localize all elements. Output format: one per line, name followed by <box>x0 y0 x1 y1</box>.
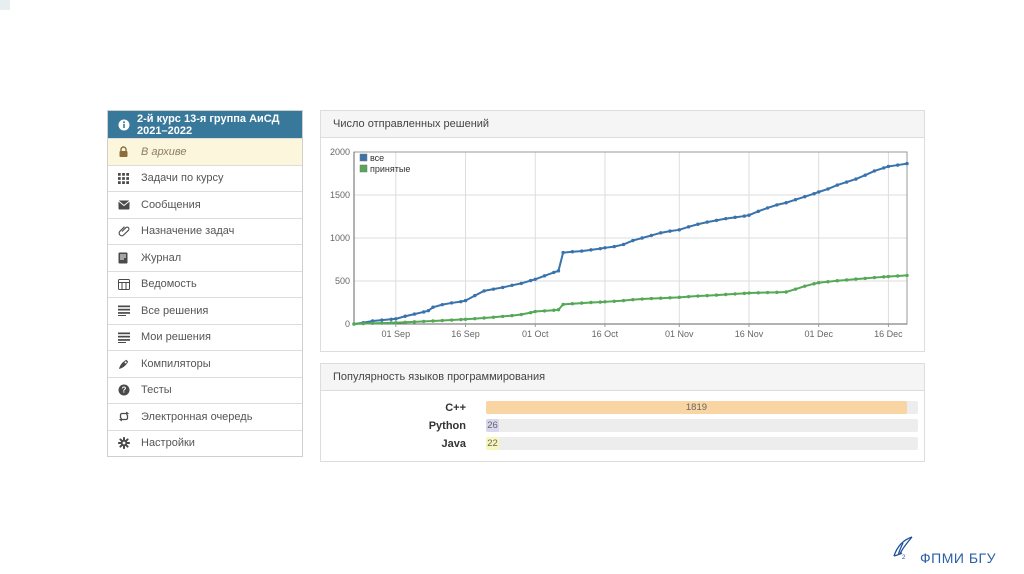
language-bar-track: 22 <box>486 437 918 450</box>
sidebar-item-compilers[interactable]: Компиляторы <box>108 350 302 377</box>
list-icon <box>118 305 134 317</box>
language-bar-value: 26 <box>487 420 498 431</box>
svg-text:01 Oct: 01 Oct <box>522 329 549 339</box>
gear-icon <box>118 437 134 450</box>
sidebar-header-label: 2-й курс 13-я группа АиСД 2021–2022 <box>137 112 280 137</box>
table-icon <box>118 278 134 290</box>
fpmi-bsu-logo: 2 ФПМИ БГУ <box>890 535 996 566</box>
sidebar-item-label: Ведомость <box>141 278 197 291</box>
sidebar-header: 2-й курс 13-я группа АиСД 2021–2022 <box>108 111 302 138</box>
quill-icon: 2 <box>890 535 916 566</box>
svg-text:0: 0 <box>345 319 350 329</box>
repeat-icon <box>118 411 134 422</box>
course-sidebar: 2-й курс 13-я группа АиСД 2021–2022 В ар… <box>107 110 303 457</box>
svg-text:2000: 2000 <box>330 147 350 157</box>
svg-text:1500: 1500 <box>330 190 350 200</box>
question-circle-icon: ? <box>118 384 134 396</box>
sidebar-item-label: Настройки <box>141 437 195 450</box>
language-bar-row: Python 26 <box>329 419 918 432</box>
languages-panel: Популярность языков программирования C++… <box>320 363 925 462</box>
sidebar-item-all-solutions[interactable]: Все решения <box>108 297 302 324</box>
svg-text:16 Sep: 16 Sep <box>451 329 480 339</box>
svg-text:2: 2 <box>902 555 906 561</box>
rocket-icon <box>118 358 134 370</box>
lock-icon <box>118 146 134 158</box>
grid-icon <box>118 172 134 184</box>
info-circle-icon <box>118 119 130 131</box>
envelope-icon <box>118 200 134 210</box>
sidebar-item-archive[interactable]: В архиве <box>108 138 302 165</box>
language-label: Python <box>428 419 466 432</box>
sidebar-item-label: Сообщения <box>141 198 201 211</box>
languages-panel-body: C++ 1819 Python 26 Java <box>321 391 924 450</box>
submissions-panel: Число отправленных решений 0 500 1000 1500 2… <box>320 110 925 352</box>
sidebar-item-tasks[interactable]: Задачи по курсу <box>108 164 302 191</box>
sidebar-item-label: Электронная очередь <box>141 410 253 423</box>
sidebar-item-messages[interactable]: Сообщения <box>108 191 302 218</box>
sidebar-item-label: Назначение задач <box>141 225 235 238</box>
languages-panel-title: Популярность языков программирования <box>321 364 924 391</box>
sidebar-item-label: Мои решения <box>141 331 211 344</box>
sidebar-item-journal[interactable]: Журнал <box>108 244 302 271</box>
svg-text:01 Sep: 01 Sep <box>382 329 411 339</box>
corner-mark <box>0 0 10 10</box>
svg-text:?: ? <box>122 386 127 395</box>
sidebar-item-label: Тесты <box>141 384 172 397</box>
sidebar-item-my-solutions[interactable]: Мои решения <box>108 323 302 350</box>
language-bar: 22 <box>486 437 499 450</box>
language-bar-row: C++ 1819 <box>329 401 918 414</box>
list-icon <box>118 332 134 343</box>
paperclip-icon <box>118 225 134 237</box>
sidebar-item-label: Все решения <box>141 304 209 317</box>
svg-text:16 Oct: 16 Oct <box>592 329 619 339</box>
svg-text:16 Nov: 16 Nov <box>735 329 764 339</box>
journal-icon <box>118 252 134 264</box>
sidebar-item-label: Задачи по курсу <box>141 172 224 185</box>
svg-text:01 Nov: 01 Nov <box>665 329 694 339</box>
svg-text:01 Dec: 01 Dec <box>804 329 833 339</box>
sidebar-item-settings[interactable]: Настройки <box>108 429 302 456</box>
logo-text: ФПМИ БГУ <box>920 550 996 566</box>
language-label: Java <box>441 437 466 450</box>
language-bar-value: 1819 <box>685 402 708 413</box>
sidebar-item-label: Журнал <box>141 251 182 264</box>
submissions-panel-title: Число отправленных решений <box>321 111 924 138</box>
language-bar-track: 1819 <box>486 401 918 414</box>
sidebar-item-tests[interactable]: ? Тесты <box>108 376 302 403</box>
sidebar-item-queue[interactable]: Электронная очередь <box>108 403 302 430</box>
submissions-panel-body: 0 500 1000 1500 2000 01 Sep 16 Sep 01 Oct 16 Oct… <box>321 139 924 351</box>
svg-text:принятые: принятые <box>370 164 410 174</box>
sidebar-item-gradebook[interactable]: Ведомость <box>108 270 302 297</box>
sidebar-item-label: Компиляторы <box>141 357 211 370</box>
svg-text:500: 500 <box>335 276 350 286</box>
svg-text:1000: 1000 <box>330 233 350 243</box>
language-bar-value: 22 <box>487 438 498 449</box>
language-bar-row: Java 22 <box>329 437 918 450</box>
svg-text:все: все <box>370 153 384 163</box>
language-bar: 1819 <box>486 401 907 414</box>
svg-text:16 Dec: 16 Dec <box>874 329 903 339</box>
language-bar: 26 <box>486 419 499 432</box>
submissions-chart: 0 500 1000 1500 2000 01 Sep 16 Sep 01 Oct 16 Oct… <box>330 147 909 339</box>
sidebar-item-label: В архиве <box>141 145 187 158</box>
sidebar-item-assignments[interactable]: Назначение задач <box>108 217 302 244</box>
language-bar-track: 26 <box>486 419 918 432</box>
language-label: C++ <box>445 401 466 414</box>
